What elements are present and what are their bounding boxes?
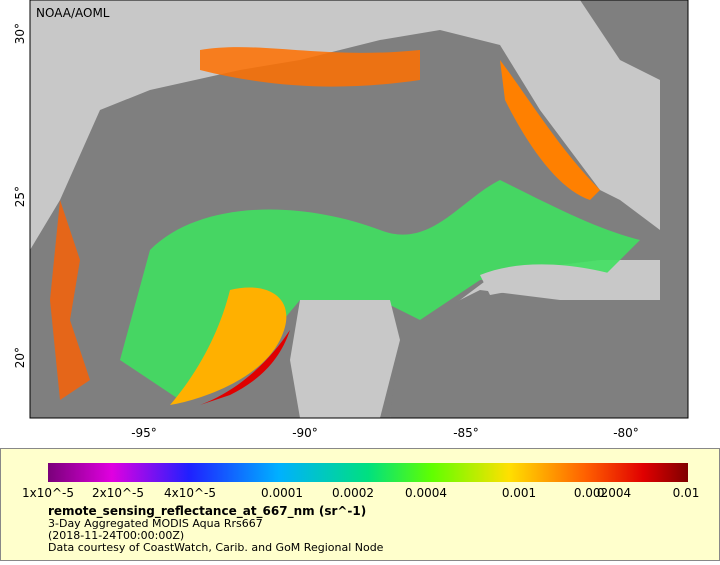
lon-label: -80° — [613, 426, 639, 440]
credit: NOAA/AOML — [36, 6, 110, 20]
reflectance-orange — [500, 60, 600, 200]
scale-label: 0.002 — [574, 486, 608, 500]
reflectance-yellow — [170, 287, 287, 405]
map-border — [29, 0, 689, 419]
lat-label: 20° — [13, 347, 27, 368]
lat-label: 25° — [13, 186, 27, 207]
scale-label: 0.01 — [673, 486, 700, 500]
cuba — [480, 264, 660, 300]
scale-label: 1x10^-5 — [22, 486, 74, 500]
scale-label: 0.0001 — [261, 486, 303, 500]
legend-line: Data courtesy of CoastWatch, Carib. and … — [48, 541, 384, 554]
lon-label: -90° — [292, 426, 318, 440]
map: NOAA/AOML 30° 25° 20° -95° -90° -85° -80… — [13, 0, 689, 440]
scale-label: 2x10^-5 — [92, 486, 144, 500]
legend-line: 3-Day Aggregated MODIS Aqua Rrs667 — [48, 517, 263, 530]
legend: 1x10^-5 2x10^-5 4x10^-5 0.0001 0.0002 0.… — [0, 448, 720, 561]
scale-label: 0.001 — [502, 486, 536, 500]
lon-label: -95° — [131, 426, 157, 440]
reflectance-west — [50, 200, 90, 400]
yucatan — [290, 300, 400, 418]
atlantic — [580, 0, 688, 418]
scale-label: 0.004 — [597, 486, 631, 500]
legend-line: (2018-11-24T00:00:00Z) — [48, 529, 184, 542]
reflectance-coast — [200, 47, 420, 87]
scale-label: 4x10^-5 — [164, 486, 216, 500]
colorbar — [48, 463, 688, 482]
scale-label: 0.0004 — [405, 486, 447, 500]
variable-name: remote_sensing_reflectance_at_667_nm (sr… — [48, 504, 366, 519]
scale-label: 0.0002 — [332, 486, 374, 500]
lon-label: -85° — [453, 426, 479, 440]
caribbean — [390, 290, 660, 418]
lat-label: 30° — [13, 23, 27, 44]
